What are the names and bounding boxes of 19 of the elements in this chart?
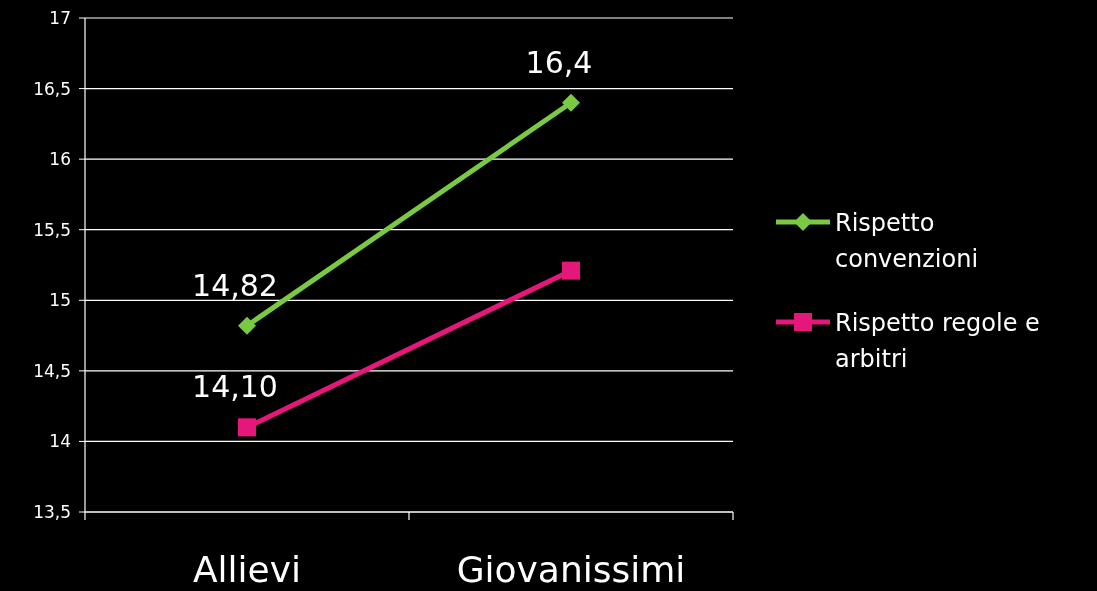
y-tick-label: 15 xyxy=(49,290,71,311)
point xyxy=(562,93,580,112)
data-label: 14,82 xyxy=(192,267,278,303)
point xyxy=(238,418,256,437)
point xyxy=(238,316,256,335)
point xyxy=(562,261,580,280)
y-tick-label: 14 xyxy=(49,431,71,452)
y-tick-label: 17 xyxy=(49,8,71,28)
y-tick-label: 13,5 xyxy=(33,502,71,522)
x-tick-label: Allievi xyxy=(192,549,302,590)
y-tick-label: 15,5 xyxy=(33,219,71,240)
data-label: 16,4 xyxy=(525,44,593,80)
legend-label: Rispetto convenzioni xyxy=(835,209,979,273)
data-label: 14,10 xyxy=(192,369,278,405)
y-tick-label: 14,5 xyxy=(33,360,71,381)
legend-label: Rispetto regole e arbitri xyxy=(835,309,1040,373)
y-tick-label: 16 xyxy=(49,149,71,170)
x-tick-label: Giovanissimi xyxy=(456,549,686,590)
y-tick-label: 16,5 xyxy=(33,78,71,99)
